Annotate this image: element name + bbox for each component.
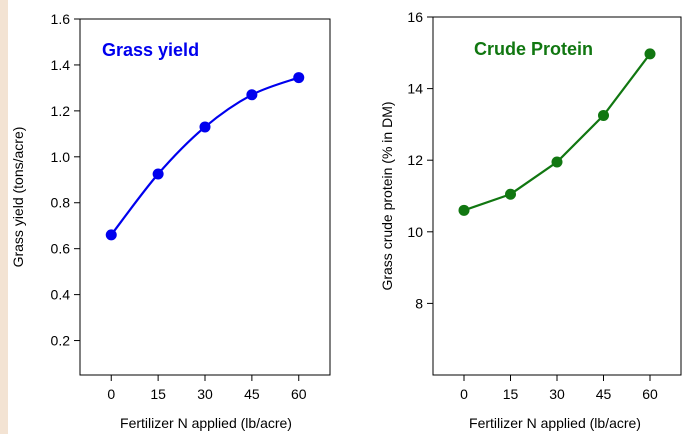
y-tick-label: 14 [407, 81, 423, 97]
y-tick-label: 1.4 [51, 57, 71, 73]
x-tick-label: 15 [503, 386, 519, 402]
y-tick-label: 0.2 [51, 333, 71, 349]
x-axis-label: Fertilizer N applied (lb/acre) [469, 415, 641, 431]
y-tick-label: 1.0 [51, 149, 71, 165]
y-tick-label: 0.6 [51, 241, 71, 257]
x-tick-label: 45 [244, 386, 260, 402]
data-point [152, 168, 164, 180]
data-point [551, 156, 563, 168]
y-tick-label: 1.6 [51, 11, 71, 27]
data-point [246, 89, 258, 101]
y-tick-label: 10 [407, 224, 423, 240]
x-tick-label: 0 [460, 386, 468, 402]
y-tick-label: 8 [415, 295, 423, 311]
x-tick-label: 60 [291, 386, 307, 402]
figure-panel [8, 0, 687, 434]
x-tick-label: 0 [107, 386, 115, 402]
x-axis-label: Fertilizer N applied (lb/acre) [120, 415, 292, 431]
x-tick-label: 30 [197, 386, 213, 402]
y-axis-label: Grass yield (tons/acre) [10, 127, 26, 268]
x-tick-label: 15 [150, 386, 166, 402]
data-point [199, 121, 211, 133]
data-point [293, 72, 305, 84]
plot-frame [79, 18, 331, 376]
y-tick-label: 1.2 [51, 103, 71, 119]
series-line [110, 76, 300, 236]
chart-title: Crude Protein [474, 39, 593, 59]
plot-frame [432, 16, 682, 376]
y-tick-label: 0.8 [51, 195, 71, 211]
x-tick-label: 30 [549, 386, 565, 402]
data-point [598, 109, 609, 121]
x-tick-label: 60 [642, 386, 658, 402]
x-tick-label: 45 [596, 386, 612, 402]
chart-title: Grass yield [102, 40, 199, 60]
data-point [644, 48, 656, 60]
y-axis-label: Grass crude protein (% in DM) [379, 101, 395, 290]
data-point [105, 229, 117, 241]
data-point [505, 188, 516, 200]
y-tick-label: 16 [407, 9, 423, 25]
grass-yield-chart: 0.2 0.4 0.6 0.8 1.0 1.2 1.4 1.6 0 15 30 45 60 Fertili… [10, 11, 331, 431]
y-tick-label: 12 [407, 152, 423, 168]
series-line [463, 53, 651, 212]
data-point [458, 204, 470, 216]
y-tick-label: 0.4 [51, 287, 71, 303]
